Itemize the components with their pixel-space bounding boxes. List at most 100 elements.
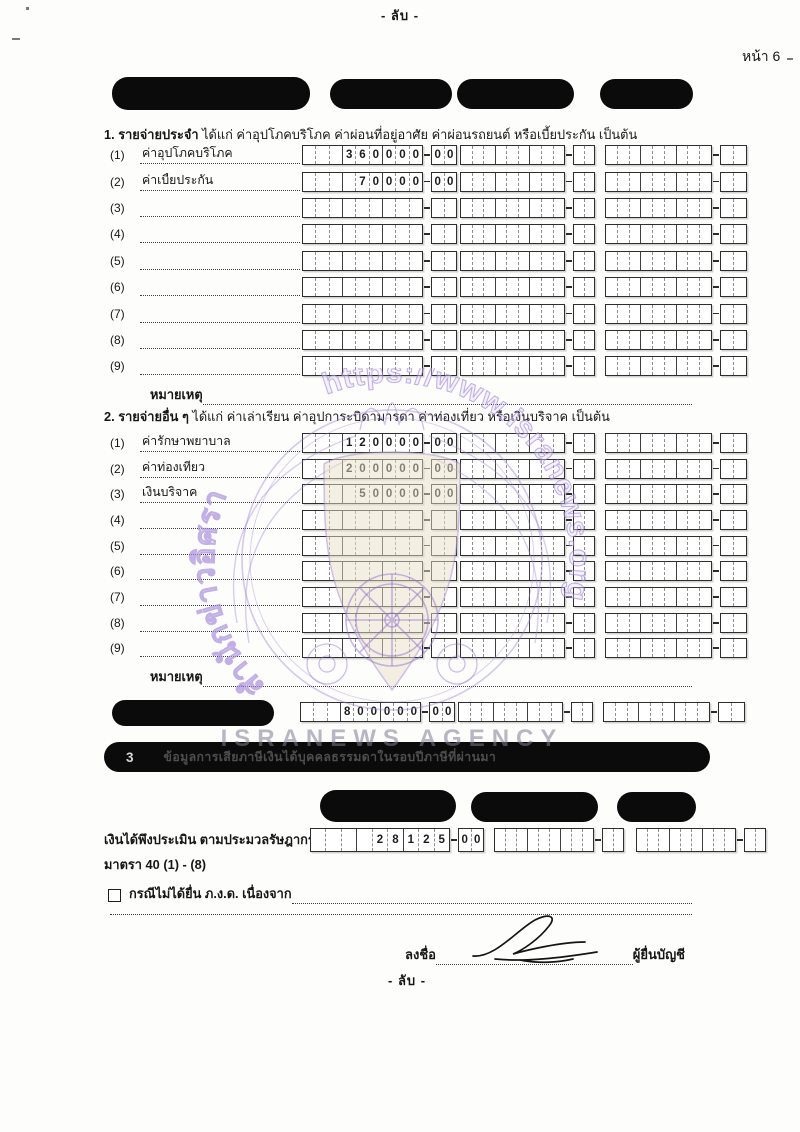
box-connector [424,286,430,289]
digit-cell [343,587,357,606]
row-label [140,562,300,581]
signer-role-label: ผู้ยื่นบัญชี [632,947,685,962]
satang-box [720,612,747,633]
digit-cell [721,357,734,376]
dotted-fill-line [291,890,692,904]
expense-row: (7) [110,300,770,326]
digit-cell [542,172,554,191]
digit-cell [688,278,701,297]
amount-box [460,197,565,218]
digit-cell [383,587,397,606]
digit-cell [461,198,473,217]
digit-cell: 0 [368,703,381,721]
digit-cell [688,146,701,165]
satang-box [431,356,457,377]
digit-cell [484,562,496,581]
satang-box [720,509,747,530]
note-label: หมายเหตุ [150,387,203,402]
digit-cell [641,198,654,217]
digit-cell [554,357,565,375]
row-number: (1) [110,435,125,450]
digit-cell [330,562,343,581]
box-connector [424,365,430,368]
digit-cell [606,613,618,632]
digit-cell [410,357,422,375]
digit-cell [618,225,630,244]
digit-cell [550,829,561,851]
satang-box [720,638,747,659]
digit-cell [356,304,370,323]
digit-cell [356,639,370,658]
digit-cell [461,587,473,606]
digit-cell [343,278,357,297]
digit-cell [677,613,689,632]
digit-cell [530,330,542,349]
digit-cell [484,433,496,452]
box-connector [566,441,572,444]
amount-group [605,509,747,530]
amount-group [302,197,457,218]
digit-cell [698,703,709,721]
satang-box [573,638,595,659]
row-label: ค่าอุปโภคบริโภค [140,146,300,165]
digit-cell: 8 [341,703,355,721]
digit-cell [473,357,485,376]
digit-cell [574,198,585,217]
box-connector [424,259,430,262]
box-connector [713,365,719,368]
digit-cell [473,225,485,244]
digit-cell [530,639,542,658]
redaction-bar [617,792,696,822]
digit-cell [461,304,473,323]
digit-cell [665,587,677,606]
amount-group [605,250,747,271]
digit-cell [519,146,531,165]
digit-cell [554,537,565,555]
digit-cell [554,173,565,191]
digit-cell [585,357,595,375]
digit-cell [461,639,473,658]
amount-box [460,224,565,245]
digit-cell [700,146,711,164]
digit-cell [316,562,330,581]
digit-cell [484,146,496,165]
amount-group [302,612,457,633]
digit-cell [574,330,585,349]
digit-cell [328,703,341,721]
digit-cell [677,485,689,504]
digit-cell [519,510,531,529]
digit-cell [681,829,692,851]
digit-cell [330,613,343,632]
digit-cell [653,536,665,555]
digit-cell [445,252,457,270]
digit-cell [471,703,483,721]
digit-cell: 0 [370,172,383,191]
box-connector [451,839,457,841]
digit-cell: 1 [404,829,420,851]
digit-cell [484,536,496,555]
digit-cell [574,278,585,297]
satang-box [720,458,747,479]
amount-box [458,702,563,722]
digit-cell [528,703,540,721]
amount-group [460,458,595,479]
row-number: (6) [110,564,125,579]
digit-cell [554,331,565,349]
digit-cell [484,251,496,270]
box-connector [566,365,572,368]
digit-cell [330,536,343,555]
digit-cell [316,225,330,244]
row-number: (1) [110,148,125,163]
digit-cell [303,459,317,478]
digit-cell [552,703,563,721]
amount-box [605,586,712,607]
digit-cell [410,305,422,323]
satang-box [720,197,747,218]
digit-cell: 0 [432,146,445,165]
row-label [140,588,300,606]
digit-cell [330,459,343,478]
section1-note-line: หมายเหตุ [150,384,692,405]
digit-cell [343,330,357,349]
amount-box [460,277,565,298]
